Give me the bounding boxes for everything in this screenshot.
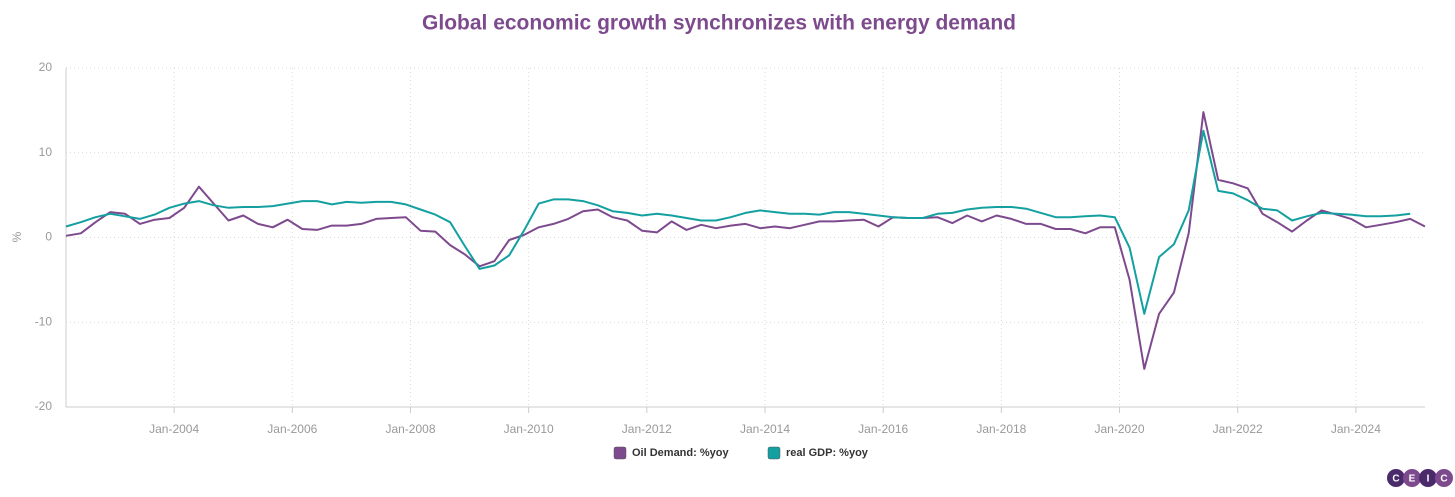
x-tick-label: Jan-2012 — [622, 422, 672, 436]
x-tick-label: Jan-2016 — [858, 422, 908, 436]
logo-dot — [1435, 469, 1453, 487]
y-tick-label: 10 — [39, 145, 53, 159]
logo-dot — [1419, 469, 1437, 487]
logo-letter: I — [1427, 474, 1430, 485]
legend-label: Oil Demand: %yoy — [632, 447, 729, 459]
x-tick-label: Jan-2022 — [1213, 422, 1263, 436]
logo-letter: C — [1440, 474, 1447, 485]
y-axis-label: % — [10, 231, 24, 242]
legend-swatch — [767, 446, 781, 460]
legend-label: real GDP: %yoy — [786, 447, 869, 459]
x-tick-label: Jan-2024 — [1331, 422, 1381, 436]
x-tick-label: Jan-2004 — [149, 422, 199, 436]
x-tick-label: Jan-2008 — [385, 422, 435, 436]
x-tick-label: Jan-2010 — [504, 422, 554, 436]
y-tick-label: -20 — [35, 399, 53, 413]
line-series — [65, 129, 1411, 315]
legend-swatch — [613, 446, 627, 460]
line-series — [65, 111, 1426, 370]
chart-title: Global economic growth synchronizes with… — [422, 12, 1016, 35]
x-tick-label: Jan-2014 — [740, 422, 790, 436]
logo-letter: E — [1409, 474, 1416, 485]
y-tick-label: -10 — [35, 314, 53, 328]
x-tick-label: Jan-2020 — [1094, 422, 1144, 436]
logo-dot — [1387, 469, 1405, 487]
y-tick-label: 20 — [39, 60, 53, 74]
y-tick-label: 0 — [45, 230, 52, 244]
x-tick-label: Jan-2006 — [267, 422, 317, 436]
logo-dot — [1403, 469, 1421, 487]
x-tick-label: Jan-2018 — [976, 422, 1026, 436]
logo-letter: C — [1392, 474, 1399, 485]
